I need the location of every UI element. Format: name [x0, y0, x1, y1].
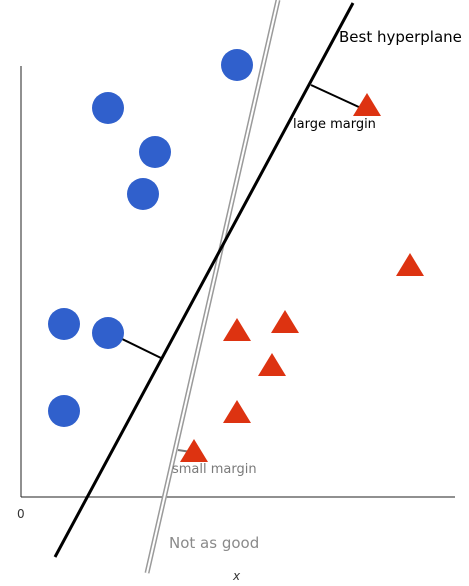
class-a-point: [139, 136, 171, 168]
x-axis-label: x: [233, 569, 241, 583]
class-a-point: [92, 92, 124, 124]
not-as-good-hyperplane: [144, 0, 281, 574]
class-b-point: [353, 93, 381, 116]
not-as-good-label: Not as good: [169, 534, 260, 552]
origin-label: 0: [17, 507, 25, 521]
class-b-point: [396, 253, 424, 276]
class-a-point: [48, 308, 80, 340]
large-margin-line: [310, 84, 362, 109]
class-b-point: [258, 353, 286, 376]
class-a-point: [92, 317, 124, 349]
best-hyperplane-label: Best hyperplane: [339, 28, 462, 46]
class-a-point: [48, 395, 80, 427]
class-b-point: [180, 439, 208, 462]
class-a-point: [221, 49, 253, 81]
class-b-point: [223, 318, 251, 341]
large-margin-label: large margin: [293, 117, 376, 132]
class-a-point: [127, 178, 159, 210]
class-b-point: [271, 310, 299, 333]
best-hyperplane: [53, 2, 355, 558]
class-b-point: [223, 400, 251, 423]
support-margin-line: [117, 336, 162, 359]
small-margin-label: small margin: [172, 462, 257, 477]
